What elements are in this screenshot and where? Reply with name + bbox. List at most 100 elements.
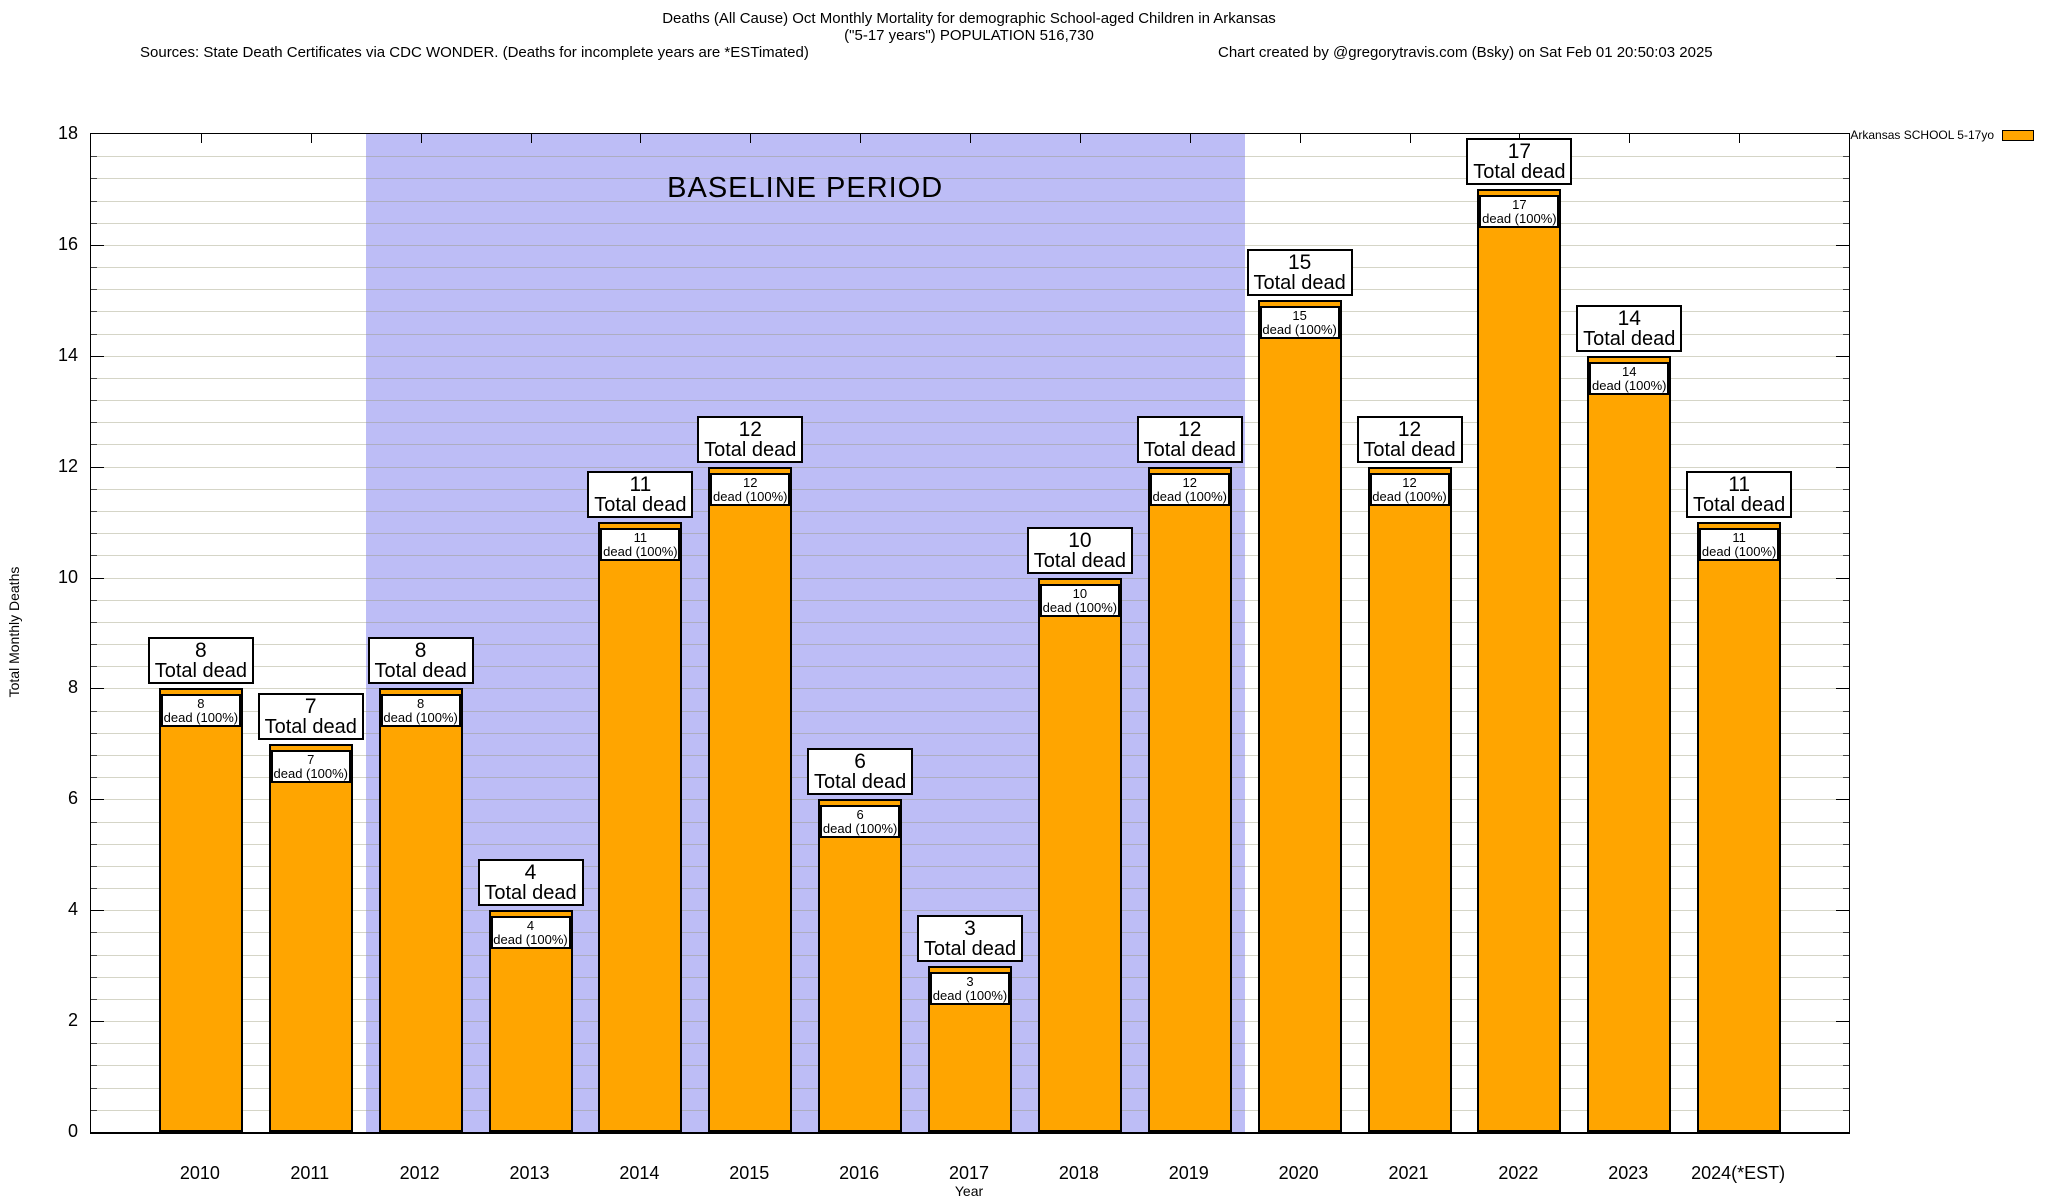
gridline (91, 644, 1849, 646)
bar-inner-text: dead (100%) (163, 710, 239, 726)
y-tick-label: 4 (67, 899, 78, 920)
bar-inner-text: dead (100%) (1482, 211, 1557, 227)
bar-inner-value: 8 (417, 696, 425, 712)
bar-total-label: 14 Total dead (1576, 304, 1683, 352)
gridline (91, 311, 1849, 313)
y-minor-tick (91, 777, 97, 779)
bar-inner-text: dead (100%) (1152, 488, 1227, 504)
gridline (91, 710, 1849, 712)
y-minor-tick (91, 1043, 97, 1045)
y-major-tick (91, 799, 104, 801)
bar-inner-text: dead (100%) (273, 765, 348, 781)
y-minor-tick (1843, 400, 1849, 402)
bar-inner-text: dead (100%) (1592, 377, 1667, 393)
y-minor-tick (91, 533, 97, 535)
y-minor-tick (91, 289, 97, 291)
y-minor-tick (1843, 311, 1849, 313)
y-minor-tick (91, 400, 97, 402)
bar-2024(*EST) (1697, 522, 1782, 1132)
gridline (91, 533, 1849, 535)
y-minor-tick (91, 222, 97, 224)
gridline (91, 267, 1849, 269)
x-tick-label: 2014 (619, 1163, 660, 1183)
bar-total-label: 4 Total dead (477, 859, 584, 907)
y-minor-tick (1843, 821, 1849, 823)
bar-inner-label: 3 dead (100%) (930, 971, 1010, 1005)
bar-inner-text: dead (100%) (603, 544, 678, 560)
bar-total-text: Total dead (1473, 161, 1566, 184)
bar-total-value: 7 (304, 694, 317, 718)
y-minor-tick (1843, 644, 1849, 646)
y-minor-tick (91, 200, 97, 202)
y-minor-tick (1843, 289, 1849, 291)
bar-2019 (1147, 466, 1232, 1132)
x-tick-top (310, 134, 312, 143)
x-tick-top (1189, 134, 1191, 143)
bar-inner-value: 15 (1292, 308, 1307, 324)
bar-inner-value: 14 (1622, 363, 1637, 379)
bar-total-value: 17 (1507, 140, 1532, 164)
bar-total-text: Total dead (1033, 549, 1127, 572)
bar-inner-label: 4 dead (100%) (490, 916, 571, 950)
y-major-tick (91, 466, 104, 468)
y-minor-tick (91, 754, 97, 756)
bar-inner-text: dead (100%) (383, 710, 458, 726)
gridline (91, 222, 1849, 224)
gridline (91, 865, 1849, 867)
bar-inner-label: 12 dead (100%) (1149, 472, 1230, 506)
x-tick-top (860, 134, 862, 143)
bar-total-label: 8 Total dead (367, 637, 474, 685)
y-tick-label: 14 (57, 344, 78, 365)
x-tick-label: 2012 (399, 1163, 440, 1183)
bar-2018 (1037, 577, 1122, 1132)
y-tick-label: 2 (67, 1010, 78, 1031)
y-minor-tick (91, 511, 97, 513)
gridline (91, 488, 1849, 490)
gridline (91, 200, 1849, 202)
gridline (91, 333, 1849, 335)
y-major-tick (91, 688, 104, 690)
bar-2022 (1477, 189, 1562, 1132)
y-minor-tick (91, 821, 97, 823)
legend-swatch (2002, 129, 2034, 141)
x-tick-label: 2021 (1388, 1163, 1429, 1183)
bar-2010 (158, 688, 243, 1132)
gridline (91, 422, 1849, 424)
y-minor-tick (91, 422, 97, 424)
y-minor-tick (91, 599, 97, 601)
bar-total-label: 10 Total dead (1026, 526, 1133, 574)
x-tick-top (1629, 134, 1631, 143)
bar-inner-value: 17 (1512, 197, 1527, 213)
y-minor-tick (1843, 533, 1849, 535)
y-minor-tick (91, 1087, 97, 1089)
x-tick-label: 2024(*EST) (1691, 1163, 1786, 1183)
x-tick-label: 2010 (179, 1163, 220, 1183)
bar-inner-value: 6 (856, 807, 864, 823)
gridline (91, 910, 1849, 912)
y-tick-label: 6 (67, 788, 78, 809)
bar-inner-text: dead (100%) (1372, 488, 1447, 504)
bar-inner-value: 7 (307, 751, 315, 767)
bar-inner-text: dead (100%) (713, 488, 788, 504)
bar-inner-text: dead (100%) (1701, 544, 1777, 560)
gridline (91, 621, 1849, 623)
y-minor-tick (91, 311, 97, 313)
bar-inner-value: 12 (1182, 474, 1197, 490)
gridline (91, 799, 1849, 801)
y-minor-tick (1843, 932, 1849, 934)
bar-total-label: 11 Total dead (1686, 471, 1793, 519)
bar-inner-value: 12 (743, 474, 758, 490)
bar-inner-text: dead (100%) (822, 821, 898, 837)
x-tick-top (1409, 134, 1411, 143)
y-minor-tick (91, 666, 97, 668)
x-tick-label: 2017 (948, 1163, 990, 1183)
x-tick-label: 2011 (290, 1163, 330, 1183)
x-tick-label: 2022 (1498, 1163, 1539, 1183)
y-minor-tick (1843, 777, 1849, 779)
bar-total-text: Total dead (154, 660, 248, 683)
bar-total-text: Total dead (484, 882, 577, 905)
gridline (91, 511, 1849, 513)
y-minor-tick (1843, 998, 1849, 1000)
y-minor-tick (91, 932, 97, 934)
